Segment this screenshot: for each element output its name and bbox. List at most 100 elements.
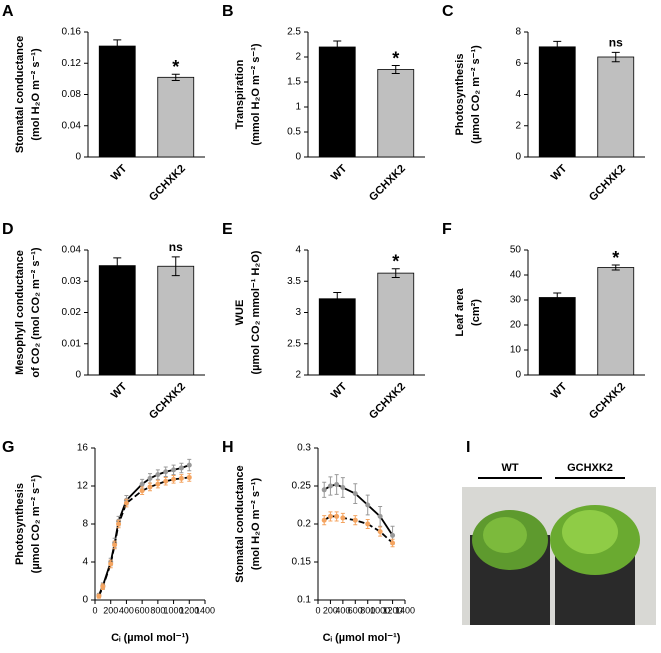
annotation: * (172, 57, 179, 77)
x-tick-label: WT (549, 162, 570, 183)
x-tick-label: 200 (323, 605, 338, 615)
point (352, 491, 358, 497)
point (178, 475, 184, 481)
error-bar (171, 256, 180, 277)
y-axis-label: Photosynthesis (14, 483, 26, 565)
y-tick-label: 2 (295, 370, 301, 381)
y-tick-label: 2 (515, 120, 521, 131)
point (100, 584, 106, 590)
point (321, 487, 327, 493)
y-axis-label: Leaf area (454, 287, 466, 336)
panel-label: H (222, 439, 234, 456)
point (123, 500, 129, 506)
error-bar (391, 268, 400, 278)
point (155, 472, 161, 478)
y-tick-label: 4 (515, 89, 521, 100)
x-tick-label: 1200 (383, 605, 403, 615)
bar (157, 76, 195, 158)
x-tick-label: 200 (103, 605, 118, 615)
y-tick-label: 8 (82, 519, 88, 530)
y-axis-label: (µmol CO₂ m⁻² s⁻¹) (470, 45, 482, 144)
bar (318, 298, 356, 376)
y-axis-label: (mol H₂O m⁻² s⁻¹) (30, 48, 42, 141)
x-tick-label: 400 (119, 605, 134, 615)
y-tick-label: 8 (515, 27, 521, 38)
x-tick-label: WT (329, 162, 350, 183)
bar (538, 297, 576, 376)
x-axis-label: Cᵢ (µmol mol⁻¹) (323, 632, 401, 644)
y-tick-label: 0.08 (62, 89, 82, 100)
x-tick-label: 800 (150, 605, 165, 615)
y-tick-label: 0 (75, 370, 81, 381)
point (139, 481, 145, 487)
x-tick-label: 400 (335, 605, 350, 615)
point (377, 513, 383, 519)
y-axis-label: (mmol H₂O m⁻² s⁻¹) (250, 43, 262, 145)
y-tick-label: 12 (77, 481, 89, 492)
y-axis-label: (µmol CO₂ m⁻² s⁻¹) (30, 474, 42, 573)
x-tick-label: WT (109, 380, 130, 401)
point (327, 513, 333, 519)
point (112, 542, 118, 548)
error-bar (611, 264, 620, 271)
y-tick-label: 0.16 (62, 27, 82, 38)
y-tick-label: 4 (82, 557, 88, 568)
series-line (98, 476, 190, 597)
bar (98, 45, 136, 158)
photo-label: WT (501, 462, 518, 474)
error-bar (553, 292, 562, 303)
y-tick-label: 0 (515, 370, 521, 381)
bar (318, 46, 356, 158)
point (340, 485, 346, 491)
point (390, 540, 396, 546)
y-axis-label: Stomatal conductance (14, 36, 26, 153)
point (116, 521, 122, 527)
point (186, 462, 192, 468)
y-axis-label: (µmol CO₂ mmol⁻¹ H₂O) (250, 250, 262, 374)
y-tick-label: 0.15 (292, 557, 312, 568)
x-tick-label: GCHXK2 (147, 163, 188, 204)
x-tick-label: 1400 (195, 605, 215, 615)
annotation: ns (609, 35, 623, 49)
bar (538, 46, 576, 158)
point (163, 478, 169, 484)
y-tick-label: 0 (82, 595, 88, 606)
x-tick-label: 1000 (370, 605, 390, 615)
point (147, 475, 153, 481)
x-axis-label: Cᵢ (µmol mol⁻¹) (111, 632, 189, 644)
y-tick-label: 0.3 (297, 443, 311, 454)
point (163, 469, 169, 475)
x-tick-label: 600 (348, 605, 363, 615)
y-axis-label: (cm²) (470, 299, 482, 326)
error-bar (333, 292, 342, 306)
y-axis-label: Mesophyll conductance (14, 250, 26, 375)
bar (157, 265, 195, 376)
y-tick-label: 20 (510, 320, 522, 331)
annotation: * (612, 248, 619, 268)
y-axis-label: WUE (234, 300, 246, 326)
x-tick-label: WT (109, 162, 130, 183)
y-axis-label: Transpiration (234, 59, 246, 129)
y-tick-label: 0.04 (62, 120, 82, 131)
y-axis-label: Stomatal conductance (234, 465, 246, 582)
error-bar (611, 51, 620, 63)
point (334, 513, 340, 519)
x-tick-label: GCHXK2 (147, 381, 188, 422)
point (171, 476, 177, 482)
y-tick-label: 0 (515, 152, 521, 163)
point (390, 532, 396, 538)
panel-label: C (442, 3, 454, 20)
photo (462, 487, 656, 625)
y-tick-label: 4 (295, 245, 301, 256)
bar (597, 56, 635, 158)
bar (377, 272, 415, 376)
error-bar (333, 40, 342, 54)
y-tick-label: 1 (295, 102, 301, 113)
y-tick-label: 2.5 (287, 338, 301, 349)
point (352, 517, 358, 523)
y-tick-label: 0.01 (62, 338, 82, 349)
x-tick-label: GCHXK2 (587, 163, 628, 204)
y-tick-label: 1.5 (287, 77, 301, 88)
y-tick-label: 0.03 (62, 276, 82, 287)
